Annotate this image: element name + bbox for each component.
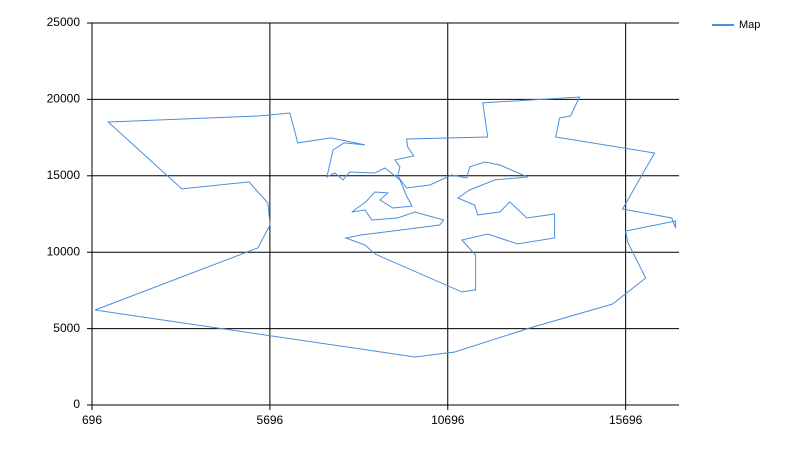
y-tick-label: 10000 — [47, 244, 81, 258]
x-tick-label: 10696 — [431, 413, 465, 427]
x-tick-label: 15696 — [609, 413, 643, 427]
y-tick-label: 5000 — [53, 321, 80, 335]
legend-label: Map — [739, 19, 760, 31]
y-tick-label: 15000 — [47, 168, 81, 182]
x-tick-label: 696 — [82, 413, 102, 427]
x-tick-label: 5696 — [257, 413, 284, 427]
line — [94, 96, 677, 358]
y-tick-label: 20000 — [47, 92, 81, 106]
y-tick-label: 0 — [73, 397, 80, 411]
y-tick-label: 25000 — [47, 15, 81, 29]
